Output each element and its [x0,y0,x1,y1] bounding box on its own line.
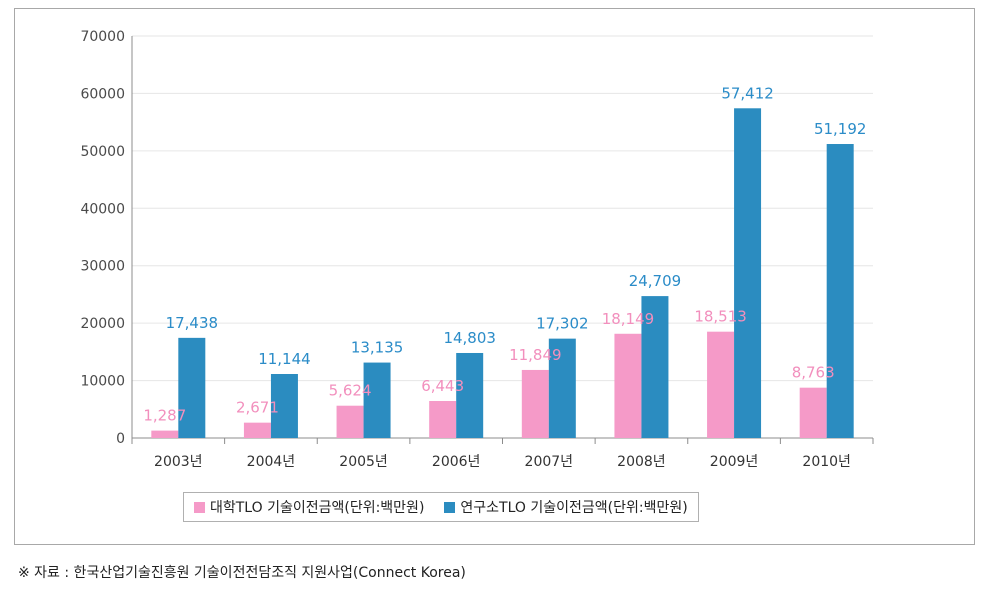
x-tick-label: 2007년 [525,454,574,470]
x-tick-label: 2004년 [247,454,296,470]
y-tick-label: 30000 [80,259,125,275]
bar-university [799,387,827,438]
chart-frame: 0 10000 20000 30000 40000 50000 60000 70000 2003… [14,8,975,545]
y-tick-label: 40000 [80,201,125,217]
bar-institute [734,108,762,439]
data-label-institute: 51,192 [814,120,867,138]
bar-university [243,422,271,438]
y-tick-label: 0 [116,431,125,447]
legend-label-institute: 연구소TLO 기술이전금액(단위:백만원) [460,500,688,516]
bar-institute [456,352,484,438]
legend-item-institute: 연구소TLO 기술이전금액(단위:백만원) [444,497,688,517]
y-tick-label: 50000 [80,144,125,160]
chart-legend: 대학TLO 기술이전금액(단위:백만원) 연구소TLO 기술이전금액(단위:백만… [183,492,699,522]
bar-institute [270,374,298,438]
bar-university [151,430,179,438]
data-label-institute: 24,709 [629,272,682,290]
data-label-institute: 11,144 [258,350,311,368]
bar-institute [363,362,391,438]
bar-university [429,400,457,438]
bar-university [614,333,642,438]
data-label-university: 6,443 [421,377,464,395]
data-label-university: 18,149 [602,310,655,328]
data-label-institute: 13,135 [351,339,404,357]
data-label-university: 1,287 [143,407,186,425]
data-label-university: 11,849 [509,346,562,364]
bar-chart: 0 10000 20000 30000 40000 50000 60000 70000 2003… [80,29,874,470]
bar-institute [641,296,669,438]
data-label-university: 18,513 [694,308,747,326]
bar-institute [548,338,576,438]
source-note: ※ 자료 : 한국산업기술진흥원 기술이전전담조직 지원사업(Connect K… [18,565,466,581]
legend-item-university: 대학TLO 기술이전금액(단위:백만원) [194,497,424,517]
y-tick-label: 70000 [80,29,125,45]
legend-swatch-university [194,501,205,513]
data-label-university: 2,671 [236,399,279,417]
x-tick-label: 2010년 [802,454,851,470]
y-tick-label: 20000 [80,316,125,332]
x-tick-label: 2008년 [617,454,666,470]
legend-swatch-institute [444,501,456,513]
data-label-university: 8,763 [792,364,835,382]
x-tick-label: 2006년 [432,454,481,470]
data-label-institute: 14,803 [443,329,496,347]
legend-label-university: 대학TLO 기술이전금액(단위:백만원) [210,500,425,516]
x-tick-label: 2009년 [710,454,759,470]
bar-university [707,331,735,438]
bar-university [336,405,364,438]
y-tick-label: 10000 [80,374,125,390]
y-tick-label: 60000 [80,86,125,102]
x-tick-label: 2005년 [339,454,388,470]
bar-institute [178,337,206,438]
data-label-institute: 17,438 [166,314,219,332]
bar-university [521,369,549,438]
bar-institute [826,144,854,438]
data-label-institute: 17,302 [536,315,589,333]
data-label-university: 5,624 [329,382,372,400]
x-tick-label: 2003년 [154,454,203,470]
data-label-institute: 57,412 [721,84,774,102]
